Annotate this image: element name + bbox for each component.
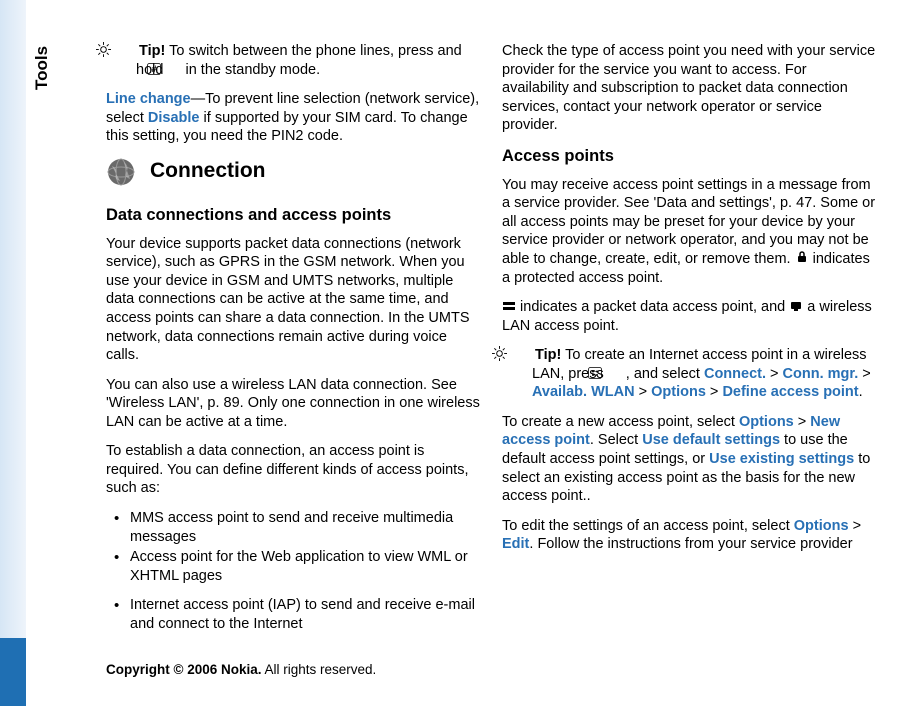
tip1-text-b: in the standby mode. [185, 62, 320, 78]
term-use-existing: Use existing settings [709, 451, 854, 467]
term-use-default: Use default settings [642, 432, 780, 448]
tip-label: Tip! [139, 43, 165, 59]
para-1: Your device supports packet data connect… [106, 235, 480, 365]
p7a: To create a new access point, select [502, 414, 739, 430]
para-6: indicates a packet data access point, an… [502, 298, 876, 335]
bullets-first: MMS access point to send and receive mul… [106, 509, 480, 585]
p7-gt1: > [794, 414, 811, 430]
page-number: 108 [34, 658, 62, 678]
gt3: > [635, 384, 652, 400]
bullet-mms: MMS access point to send and receive mul… [106, 509, 480, 546]
term-options: Options [651, 384, 706, 400]
term-connmgr: Conn. mgr. [783, 366, 859, 382]
menu-key-icon [608, 366, 622, 378]
term-connect: Connect. [704, 366, 766, 382]
connection-heading: Connection [150, 158, 266, 185]
para-3: To establish a data connection, an acces… [106, 442, 480, 498]
para-5: You may receive access point settings in… [502, 176, 876, 287]
p7b: . Select [590, 432, 642, 448]
left-stripe-dark [0, 638, 26, 706]
p6a: indicates a packet data access point, an… [520, 299, 789, 315]
footer-rights: All rights reserved. [262, 662, 377, 677]
p8-gt: > [849, 518, 862, 534]
globe-icon [106, 157, 136, 187]
subheading-data-connections: Data connections and access points [106, 205, 480, 226]
bullet-web: Access point for the Web application to … [106, 548, 480, 585]
gt2: > [858, 366, 871, 382]
line-change-label: Line change [106, 91, 191, 107]
disable-term: Disable [148, 110, 200, 126]
page-content: Tip! To switch between the phone lines, … [106, 42, 876, 652]
bullets-iap: Internet access point (IAP) to send and … [106, 596, 480, 633]
hash-key-icon: # [167, 62, 181, 74]
wlan-icon [789, 299, 803, 311]
tip-switch-lines: Tip! To switch between the phone lines, … [106, 42, 480, 79]
svg-text:#: # [152, 64, 157, 74]
para-2: You can also use a wireless LAN data con… [106, 376, 480, 432]
term-define-ap: Define access point [722, 384, 858, 400]
connection-heading-row: Connection [106, 157, 480, 187]
tip2-b: , and select [622, 366, 704, 382]
para-8: To edit the settings of an access point,… [502, 517, 876, 554]
packet-data-icon [502, 299, 516, 311]
lock-icon [795, 250, 809, 262]
tip2-dot: . [859, 384, 863, 400]
gt4: > [706, 384, 723, 400]
tip-icon [116, 42, 131, 57]
section-side-label: Tools [32, 46, 52, 90]
term-avail-wlan: Availab. WLAN [532, 384, 635, 400]
subheading-access-points: Access points [502, 146, 876, 167]
para-4: Check the type of access point you need … [502, 42, 876, 135]
p8b: . Follow the instructions from your serv… [529, 536, 852, 552]
left-stripe [0, 0, 26, 706]
left-stripe-light [0, 0, 26, 638]
term-options-2: Options [739, 414, 794, 430]
tip-create-iap: Tip! To create an Internet access point … [502, 346, 876, 402]
tip2-label: Tip! [535, 347, 561, 363]
para-7: To create a new access point, select Opt… [502, 413, 876, 506]
gt1: > [766, 366, 783, 382]
footer-copyright: Copyright © 2006 Nokia. [106, 662, 262, 677]
term-edit: Edit [502, 536, 529, 552]
tip-icon-2 [512, 346, 527, 361]
p8a: To edit the settings of an access point,… [502, 518, 794, 534]
line-change-para: Line change—To prevent line selection (n… [106, 90, 480, 146]
term-options-3: Options [794, 518, 849, 534]
footer: Copyright © 2006 Nokia. All rights reser… [106, 662, 376, 677]
bullet-iap: Internet access point (IAP) to send and … [106, 596, 480, 633]
